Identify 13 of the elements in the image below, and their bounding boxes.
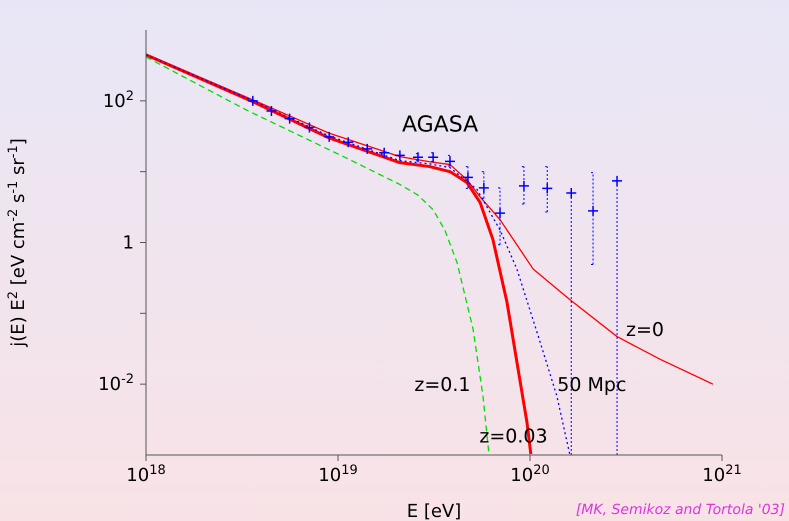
series-label: AGASA [402,112,478,138]
x-tick-label: 10$^{19}$ [318,462,358,486]
text: [MK, Semikoz and Tortola '03] [576,502,785,518]
series-label: z=0 [626,319,664,342]
series-label: 50 Mpc [557,374,626,396]
y-tick-label: 10$^{2}$ [102,88,134,112]
x-tick-label: 10$^{20}$ [510,462,550,486]
series-label: z=0.1 [414,374,471,396]
y-tick-label: 1 [122,232,134,254]
x-axis-title: E [eV] [406,501,462,521]
x-tick-label: 10$^{18}$ [126,462,166,486]
y-tick-label: 10$^{-2}$ [98,372,134,396]
x-tick-label: 10$^{21}$ [702,462,742,486]
